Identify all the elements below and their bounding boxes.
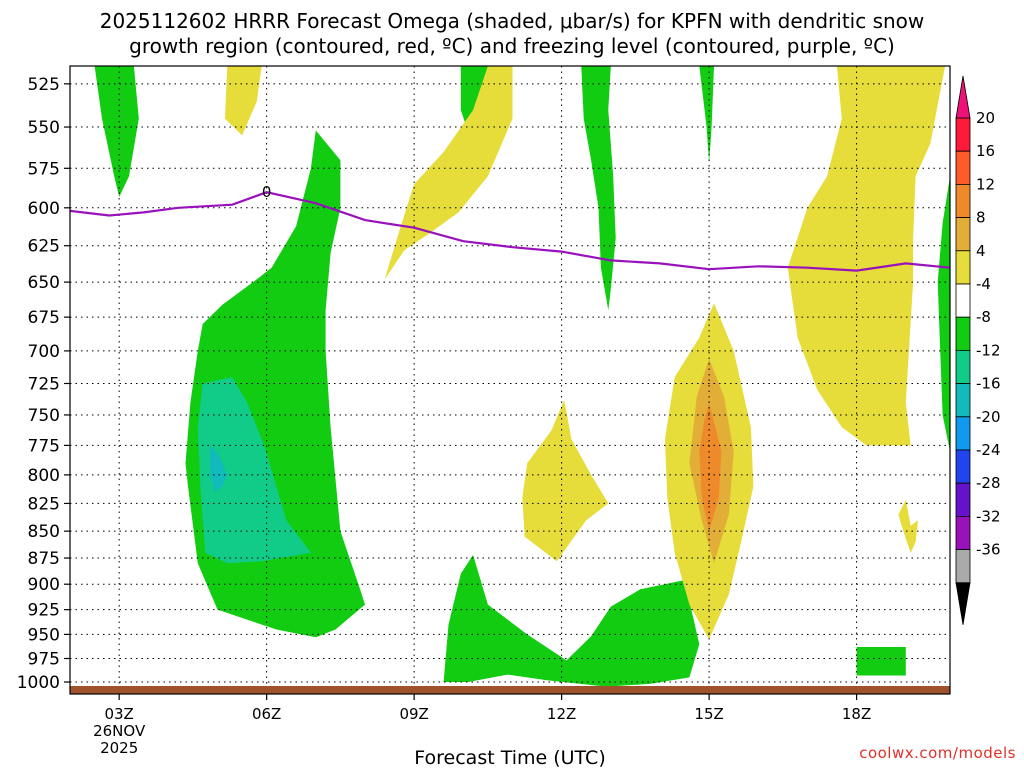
colorbar-swatch-6 — [955, 283, 971, 318]
credit-text: coolwx.com/models — [859, 744, 1016, 762]
colorbar-swatch-1 — [955, 117, 971, 152]
freezing-level-contour — [69, 191, 951, 272]
y-tick-label-1000: 1000 — [17, 673, 60, 693]
colorbar: 20 16 12 8 4 -4 -8 -12 -16 -20 -24 -28 -32 -36 — [955, 75, 1001, 625]
colorbar-label-9: -16 — [976, 375, 1001, 393]
colorbar-swatch-5 — [955, 250, 971, 285]
colorbar-label-13: -32 — [976, 507, 1001, 525]
colorbar-swatch-7 — [955, 316, 971, 351]
colorbar-label-3: 12 — [976, 175, 995, 193]
colorbar-swatch-3 — [955, 183, 971, 218]
omega-region-11 — [224, 66, 262, 136]
omega-region-17 — [787, 66, 946, 446]
y-tick-label-925: 925 — [28, 601, 60, 621]
y-axis: 525 550 575 600 625 650 675 700 725 750 775 800 825 8… — [17, 75, 70, 693]
colorbar-label-14: -36 — [976, 541, 1001, 559]
y-tick-label-575: 575 — [28, 159, 60, 179]
omega-region-6 — [581, 66, 616, 311]
y-tick-label-900: 900 — [28, 575, 60, 595]
omega-region-16 — [699, 402, 722, 532]
x-tick-label-12Z: 12Z — [547, 705, 576, 723]
colorbar-label-7: -8 — [976, 308, 991, 326]
colorbar-label-8: -12 — [976, 341, 1001, 359]
y-tick-label-625: 625 — [28, 237, 60, 257]
y-tick-label-775: 775 — [28, 436, 60, 456]
colorbar-swatch-13 — [955, 516, 971, 551]
y-tick-label-950: 950 — [28, 625, 60, 645]
plot-area: 0 — [69, 65, 951, 695]
y-tick-label-825: 825 — [28, 494, 60, 514]
colorbar-swatch-11 — [955, 449, 971, 484]
colorbar-swatch-2 — [955, 150, 971, 185]
colorbar-label-10: -20 — [976, 408, 1001, 426]
y-tick-label-550: 550 — [28, 118, 60, 138]
x-tick-label-09Z: 09Z — [399, 705, 428, 723]
colorbar-label-1: 20 — [976, 109, 995, 127]
y-tick-label-975: 975 — [28, 650, 60, 670]
colorbar-bottom-triangle — [955, 582, 971, 625]
colorbar-swatch-4 — [955, 217, 971, 252]
y-tick-label-700: 700 — [28, 342, 60, 362]
omega-region-4 — [210, 445, 228, 493]
colorbar-swatch-10 — [955, 416, 971, 451]
chart-title-line-2: growth region (contoured, red, ºC) and f… — [129, 34, 895, 58]
colorbar-label-5: 4 — [976, 242, 986, 260]
colorbar-label-6: -4 — [976, 275, 991, 293]
y-tick-label-675: 675 — [28, 308, 60, 328]
plot-frame — [69, 65, 951, 695]
ground-strip — [70, 686, 950, 694]
omega-region-7 — [699, 66, 714, 164]
y-tick-label-850: 850 — [28, 522, 60, 542]
y-tick-label-525: 525 — [28, 75, 60, 95]
x-tick-label-06Z: 06Z — [252, 705, 281, 723]
omega-region-8 — [937, 176, 950, 452]
omega-region-3 — [197, 377, 311, 564]
gridlines — [70, 66, 950, 694]
chart-title-line-1: 2025112602 HRRR Forecast Omega (shaded, … — [100, 9, 925, 33]
omega-region-1 — [94, 66, 139, 197]
x-tick-label-18Z: 18Z — [842, 705, 871, 723]
colorbar-label-2: 16 — [976, 142, 995, 160]
omega-region-9 — [443, 554, 700, 687]
colorbar-label-4: 8 — [976, 209, 986, 227]
omega-region-13 — [522, 400, 609, 562]
y-tick-label-800: 800 — [28, 466, 60, 486]
colorbar-swatch-12 — [955, 482, 971, 517]
omega-shaded-regions — [94, 66, 950, 687]
x-tick-label-03Z: 03Z — [104, 705, 133, 723]
y-tick-label-750: 750 — [28, 406, 60, 426]
x-tick-label-15Z: 15Z — [694, 705, 723, 723]
colorbar-label-11: -24 — [976, 441, 1001, 459]
colorbar-swatch-9 — [955, 383, 971, 418]
y-tick-label-725: 725 — [28, 374, 60, 394]
x-tick-sublabel-03Z-2: 2025 — [100, 739, 138, 757]
colorbar-label-12: -28 — [976, 474, 1001, 492]
omega-region-12 — [384, 66, 513, 280]
omega-region-10 — [856, 647, 906, 676]
colorbar-top-triangle — [955, 75, 971, 119]
colorbar-swatch-8 — [955, 349, 971, 384]
x-axis-label: Forecast Time (UTC) — [414, 747, 605, 768]
y-tick-label-875: 875 — [28, 549, 60, 569]
freezing-level-contour-label: 0 — [262, 183, 272, 201]
y-tick-label-650: 650 — [28, 273, 60, 293]
omega-region-18 — [898, 500, 918, 553]
y-tick-label-600: 600 — [28, 199, 60, 219]
colorbar-swatch-14 — [955, 549, 971, 584]
x-tick-sublabel-03Z-1: 26NOV — [93, 722, 146, 740]
